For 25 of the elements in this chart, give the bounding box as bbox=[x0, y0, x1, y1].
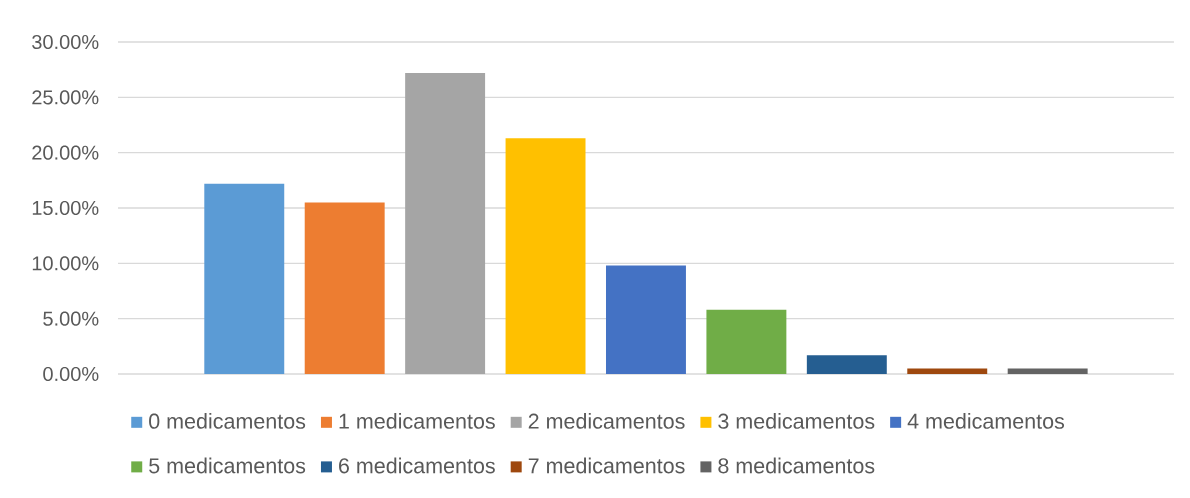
bar bbox=[907, 368, 988, 374]
legend-label: 6 medicamentos bbox=[339, 457, 495, 474]
y-tick-label: 0.00% bbox=[43, 366, 99, 382]
legend-label: 5 medicamentos bbox=[149, 457, 306, 474]
y-tick-label: 20.00% bbox=[32, 145, 99, 160]
bar bbox=[706, 309, 787, 374]
bar bbox=[204, 183, 285, 374]
y-tick-label: 30.00% bbox=[32, 34, 99, 50]
bar bbox=[505, 138, 586, 374]
y-tick-label: 5.00% bbox=[43, 311, 99, 326]
bar bbox=[304, 202, 385, 374]
legend-label: 7 medicamentos bbox=[528, 457, 685, 474]
legend-label: 0 medicamentos bbox=[149, 413, 306, 429]
legend-label: 4 medicamentos bbox=[907, 413, 1065, 429]
y-tick-label: 15.00% bbox=[32, 200, 99, 216]
legend-label: 8 medicamentos bbox=[718, 457, 875, 474]
bar bbox=[1007, 368, 1088, 374]
legend-label: 2 medicamentos bbox=[528, 413, 685, 429]
y-tick-label: 25.00% bbox=[32, 90, 99, 105]
legend-label: 3 medicamentos bbox=[718, 413, 875, 429]
bar bbox=[405, 72, 486, 374]
y-tick-label: 10.00% bbox=[32, 256, 99, 271]
bar bbox=[606, 265, 686, 374]
bar bbox=[806, 355, 887, 374]
legend-label: 1 medicamentos bbox=[339, 413, 495, 429]
